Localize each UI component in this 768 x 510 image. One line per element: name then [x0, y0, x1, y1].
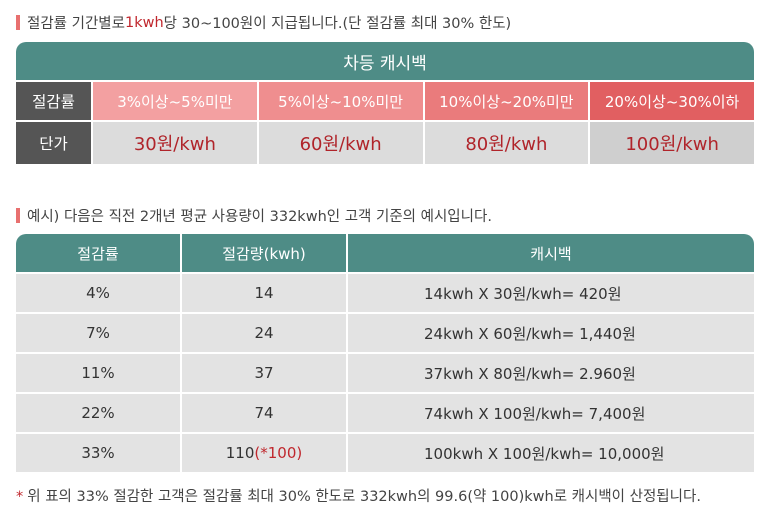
row-amount: 110 (*100): [182, 434, 346, 472]
rate-row-label: 절감률: [16, 82, 91, 120]
row-amount: 24: [182, 314, 346, 352]
notice-suffix: 당 30~100원이 지급됩니다.(단 절감률 최대 30% 한도): [163, 16, 512, 32]
amount-value: 74: [254, 404, 274, 422]
row-rate: 4%: [16, 274, 180, 312]
tier-price: 30원/kwh: [93, 122, 257, 164]
amount-value: 14: [254, 284, 274, 302]
row-rate: 11%: [16, 354, 180, 392]
table-row: 33% 110 (*100) 100kwh X 100원/kwh= 10,000원: [16, 434, 754, 472]
example-line: 예시) 다음은 직전 2개년 평균 사용량이 332kwh인 고객 기준의 예시…: [16, 205, 492, 226]
rate-row: 절감률 3%이상~5%미만 5%이상~10%미만 10%이상~20%미만 20%…: [16, 82, 754, 120]
example-table: 절감률 절감량(kwh) 캐시백 4% 14 14kwh X 30원/kwh= …: [16, 234, 754, 472]
amount-value: 24: [254, 324, 274, 342]
row-amount: 14: [182, 274, 346, 312]
notice-line: 절감률 기간별로 1kwh 당 30~100원이 지급됩니다.(단 절감률 최대…: [16, 12, 511, 33]
header-rate: 절감률: [16, 234, 180, 272]
price-row: 단가 30원/kwh 60원/kwh 80원/kwh 100원/kwh: [16, 122, 754, 164]
tier-range: 10%이상~20%미만: [424, 82, 589, 120]
table-row: 22% 74 74kwh X 100원/kwh= 7,400원: [16, 394, 754, 432]
bullet-bar-icon: [16, 208, 20, 223]
table1-title: 차등 캐시백: [16, 42, 754, 80]
cashback-tier-table: 차등 캐시백 절감률 3%이상~5%미만 5%이상~10%미만 10%이상~20…: [16, 42, 754, 164]
notice-prefix: 절감률 기간별로: [27, 16, 125, 32]
row-rate: 22%: [16, 394, 180, 432]
row-cashback: 74kwh X 100원/kwh= 7,400원: [348, 394, 754, 432]
row-cashback: 37kwh X 80원/kwh= 2.960원: [348, 354, 754, 392]
row-rate: 7%: [16, 314, 180, 352]
row-cashback: 100kwh X 100원/kwh= 10,000원: [348, 434, 754, 472]
tier-range: 5%이상~10%미만: [258, 82, 423, 120]
amount-value: 110: [225, 444, 255, 462]
table-row: 11% 37 37kwh X 80원/kwh= 2.960원: [16, 354, 754, 392]
row-amount: 74: [182, 394, 346, 432]
tier-range: 3%이상~5%미만: [93, 82, 257, 120]
header-cashback: 캐시백: [348, 234, 754, 272]
row-amount: 37: [182, 354, 346, 392]
tier-price: 80원/kwh: [424, 122, 589, 164]
tier-price: 100원/kwh: [590, 122, 754, 164]
example-note: 예시) 다음은 직전 2개년 평균 사용량이 332kwh인 고객 기준의 예시…: [27, 209, 492, 225]
table-row: 4% 14 14kwh X 30원/kwh= 420원: [16, 274, 754, 312]
bullet-bar-icon: [16, 15, 20, 30]
header-amount: 절감량(kwh): [182, 234, 346, 272]
row-cashback: 24kwh X 60원/kwh= 1,440원: [348, 314, 754, 352]
tier-price: 60원/kwh: [258, 122, 423, 164]
footnote: * 위 표의 33% 절감한 고객은 절감률 최대 30% 한도로 332kwh의…: [16, 485, 701, 506]
amount-value: 37: [254, 364, 274, 382]
amount-cap-note: (*100): [254, 444, 303, 462]
row-rate: 33%: [16, 434, 180, 472]
table-row: 7% 24 24kwh X 60원/kwh= 1,440원: [16, 314, 754, 352]
price-row-label: 단가: [16, 122, 91, 164]
asterisk-icon: *: [16, 489, 24, 505]
table2-header: 절감률 절감량(kwh) 캐시백: [16, 234, 754, 272]
notice-highlight: 1kwh: [125, 14, 164, 31]
row-cashback: 14kwh X 30원/kwh= 420원: [348, 274, 754, 312]
tier-range: 20%이상~30%이하: [590, 82, 754, 120]
footnote-text: 위 표의 33% 절감한 고객은 절감률 최대 30% 한도로 332kwh의 …: [27, 489, 701, 505]
